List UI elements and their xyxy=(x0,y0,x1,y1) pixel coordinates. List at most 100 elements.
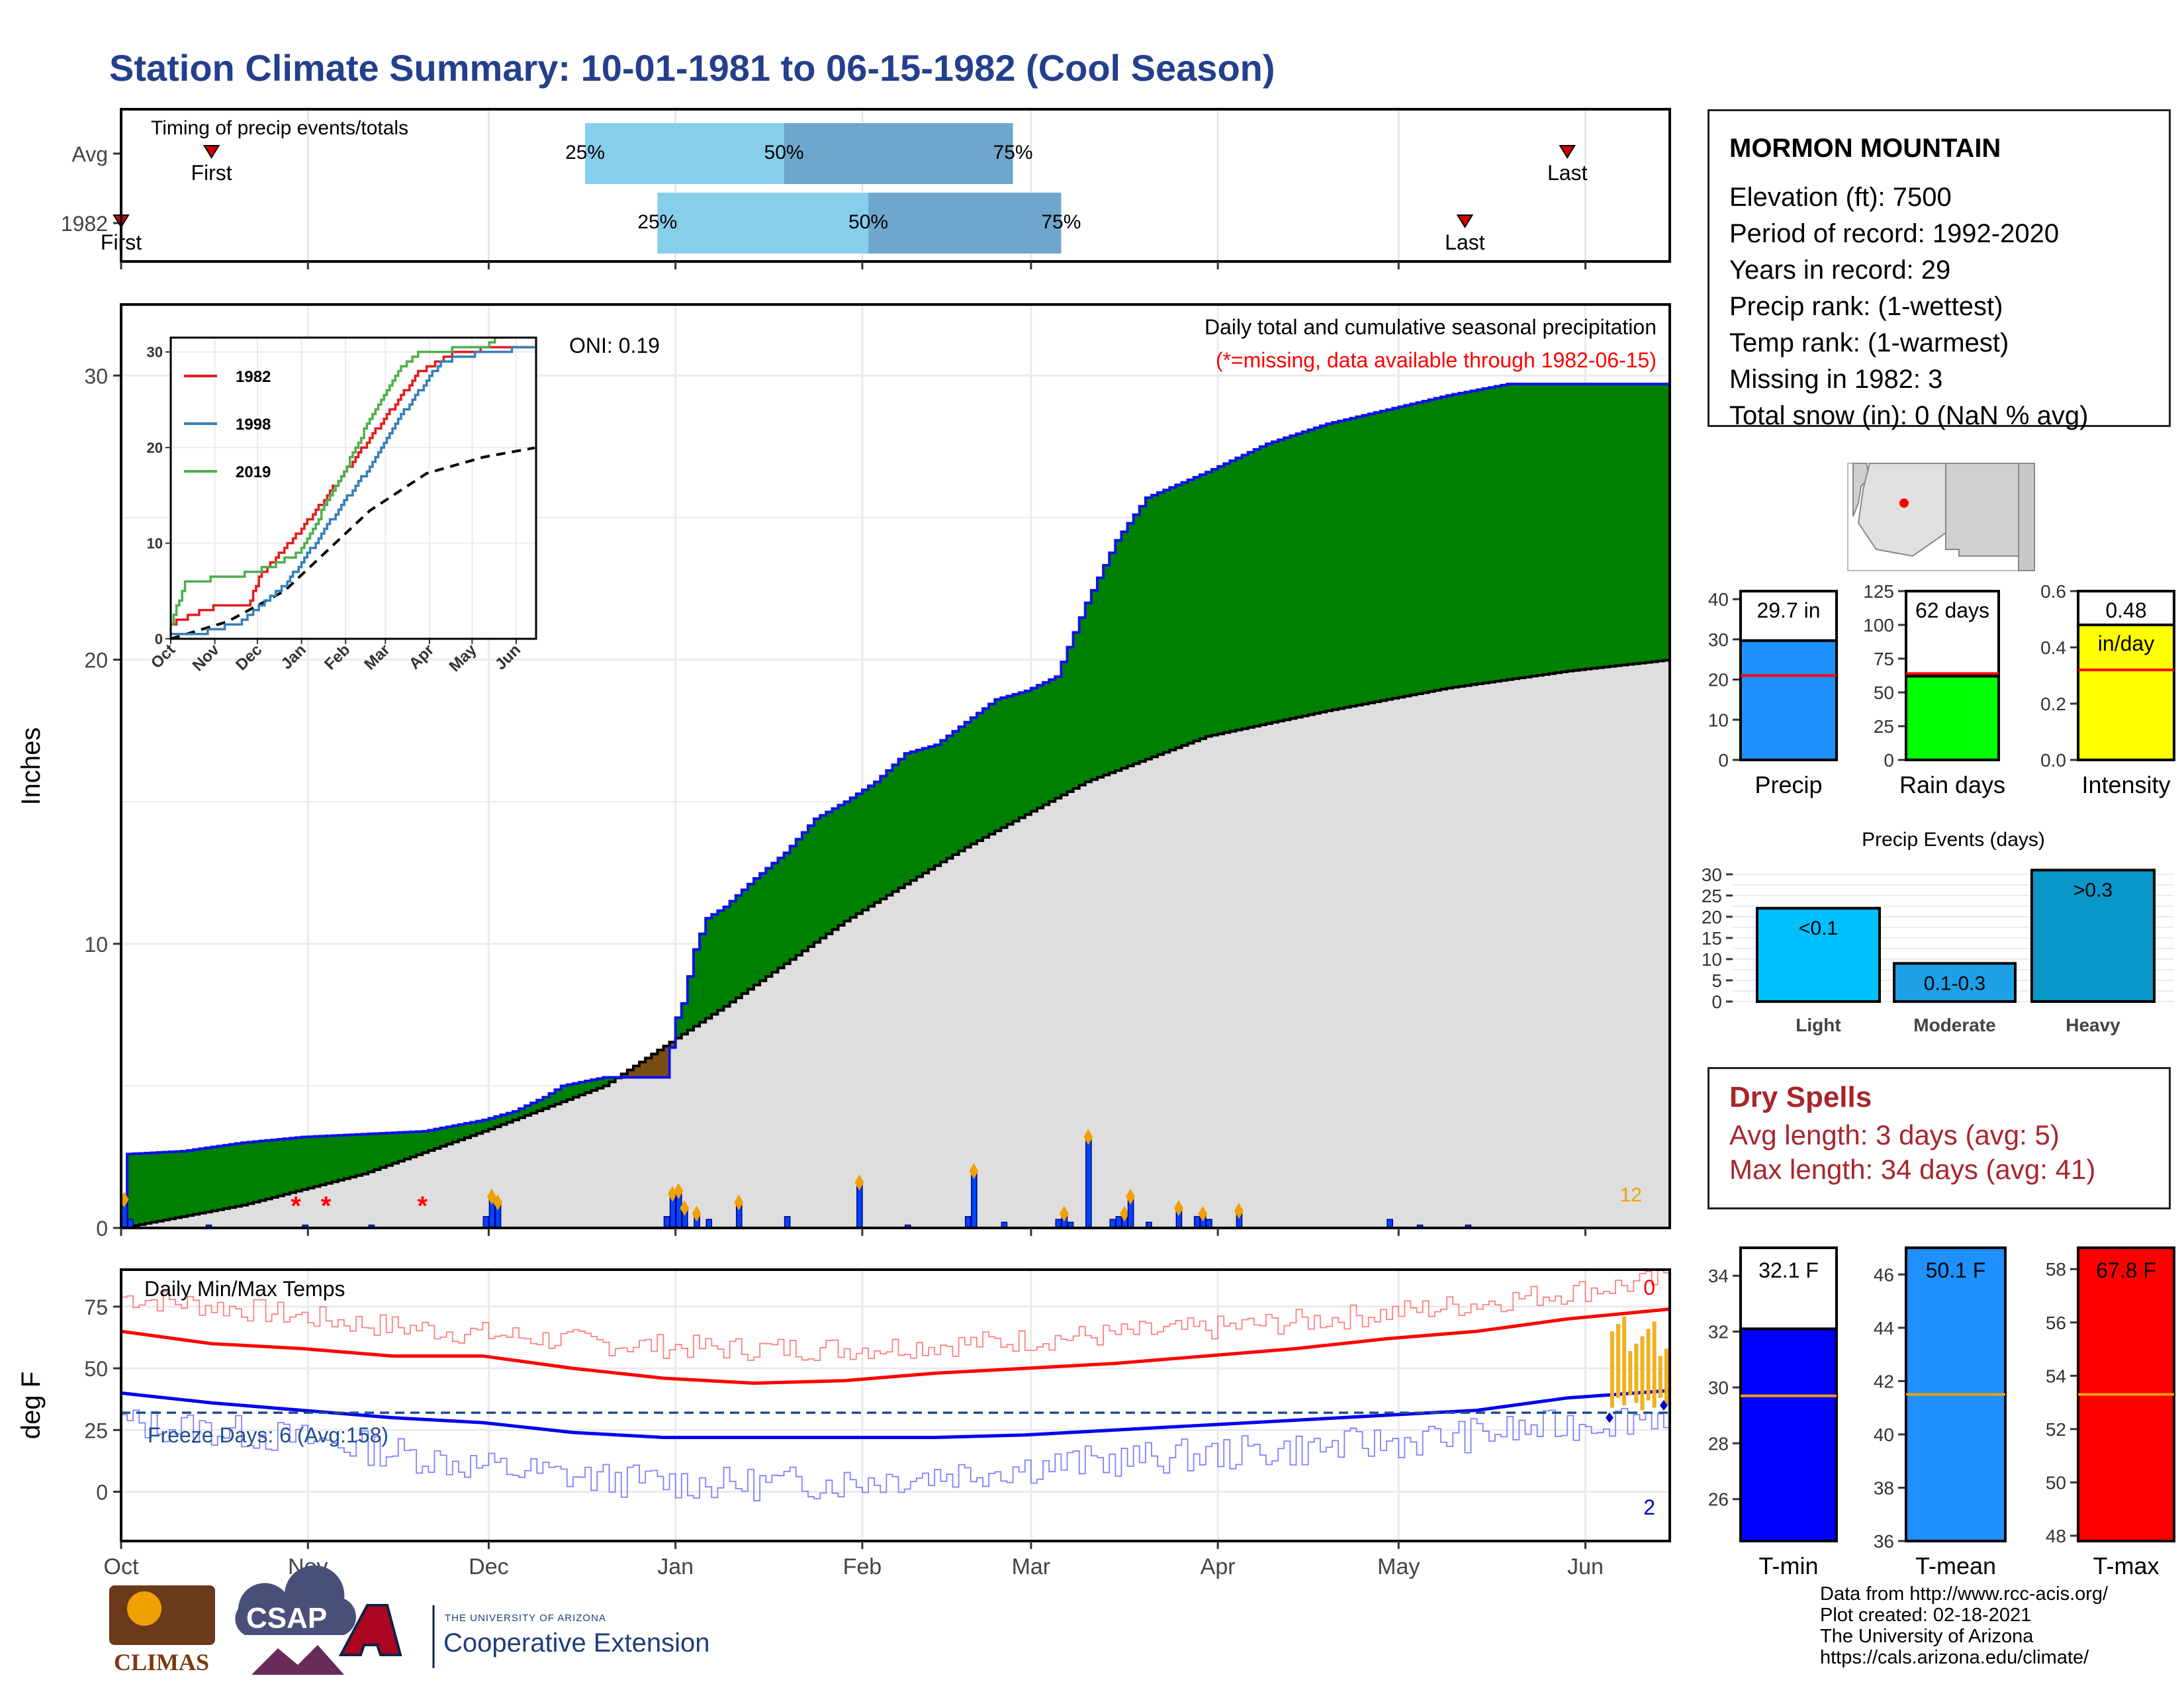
station-info-box: MORMON MOUNTAIN Elevation (ft): 7500 Per… xyxy=(1707,109,2171,430)
missing-marker: * xyxy=(291,1192,301,1221)
timing-marker-label: Last xyxy=(1547,161,1588,185)
events-ytick-label: 10 xyxy=(1702,949,1722,970)
daily-precip-bar xyxy=(1115,1216,1122,1229)
daily-precip-bar xyxy=(1193,1216,1201,1229)
temp-range-bar xyxy=(1652,1321,1657,1408)
daily-precip-marker xyxy=(1234,1203,1244,1219)
timing-marker xyxy=(1456,214,1474,228)
temp-panel: deg F 0 25 50 75 Daily Min/Max Temps Freeze Da… xyxy=(17,261,1671,1579)
events-category-label: Heavy xyxy=(2066,1015,2120,1035)
daily-precip-bar xyxy=(663,1216,670,1229)
timing-pct-label: 25% xyxy=(565,142,605,164)
summary-bar-0: 0 10 20 30 40 29.7 in Precip xyxy=(1708,589,1838,798)
tmax-count: 0 xyxy=(1643,1276,1655,1299)
logos xyxy=(109,1565,435,1675)
summary-bar-top xyxy=(1739,590,1838,642)
daily-precip-marker xyxy=(1083,1129,1093,1145)
map-state-ca xyxy=(1852,463,1871,517)
summary-bar xyxy=(1905,675,2000,762)
credit-line: https://cals.arizona.edu/climate/ xyxy=(1820,1647,2089,1668)
temp-bar-value-label: 67.8 F xyxy=(2096,1258,2156,1282)
summary-value-label: 29.7 in xyxy=(1756,598,1820,622)
events-bar-label: 0.1-0.3 xyxy=(1924,972,1985,994)
info-line: Years in record: 29 xyxy=(1729,256,1951,285)
temp-ytick-label: 25 xyxy=(84,1419,108,1442)
month-label: Mar xyxy=(1012,1554,1051,1579)
daily-precip-marker xyxy=(692,1205,702,1222)
credit-line: Plot created: 02-18-2021 xyxy=(1820,1605,2032,1626)
temp-bar-value-label: 50.1 F xyxy=(1926,1258,1986,1282)
precip-ytick-label: 20 xyxy=(84,649,108,673)
timing-pct-label: 25% xyxy=(637,211,677,233)
month-label: Jun xyxy=(1567,1554,1604,1579)
daily-precip-marker xyxy=(493,1194,503,1211)
timing-row-label: Avg xyxy=(71,142,108,166)
summary-bar xyxy=(2077,624,2175,761)
credit-line: Data from http://www.rcc-acis.org/ xyxy=(1820,1583,2109,1605)
temp-marker xyxy=(1605,1412,1614,1423)
daily-precip-marker xyxy=(674,1183,684,1199)
inset-series-line xyxy=(171,338,505,626)
timing-marker-label: Last xyxy=(1445,230,1485,254)
summary-ytick-label: 40 xyxy=(1708,589,1729,610)
temp-bar-2: 48 50 52 54 56 58 67.8 F T-max xyxy=(2046,1246,2175,1579)
temp-bar-ytick-label: 52 xyxy=(2046,1419,2066,1440)
inset-ytick-label: 30 xyxy=(147,344,163,361)
temp-bar-ytick-label: 56 xyxy=(2046,1313,2066,1333)
page-title: Station Climate Summary: 10-01-1981 to 0… xyxy=(109,47,1275,89)
dry-spells-max: Max length: 34 days (avg: 41) xyxy=(1729,1154,2096,1185)
events-ytick-label: 0 xyxy=(1711,992,1722,1012)
inset-avg-line xyxy=(171,446,535,639)
info-line: Period of record: 1992-2020 xyxy=(1729,219,2060,248)
daily-precip-marker xyxy=(1173,1199,1183,1216)
csap-mountain-icon xyxy=(251,1645,344,1675)
temp-bar-ytick-label: 44 xyxy=(1874,1318,1894,1338)
daily-precip-bar xyxy=(1085,1136,1092,1229)
summary-bar xyxy=(1739,639,1838,762)
climas-logo-text: CLIMAS xyxy=(114,1649,210,1675)
timing-frame xyxy=(120,108,1671,263)
temp-bar-0: 26 28 30 32 34 32.1 F T-min xyxy=(1708,1246,1838,1579)
tmax-smooth-line xyxy=(120,1307,1670,1385)
map-state-az xyxy=(1857,463,1946,557)
temp-ylabel: deg F xyxy=(17,1372,46,1439)
summary-ytick-label: 100 xyxy=(1863,615,1894,635)
summary-bar-top xyxy=(1905,590,2000,678)
freeze-days-label: Freeze Days: 6 (Avg:158) xyxy=(148,1423,388,1447)
summary-ytick-label: 0 xyxy=(1718,750,1729,771)
precip-caption: Daily total and cumulative seasonal prec… xyxy=(1205,315,1657,339)
summary-ytick-label: 20 xyxy=(1708,670,1729,690)
temp-ytick-label: 0 xyxy=(96,1480,108,1504)
state-map xyxy=(1847,463,2035,571)
tmin-count: 2 xyxy=(1643,1495,1655,1519)
inset-legend-label: 1982 xyxy=(236,368,271,386)
credits: Data from http://www.rcc-acis.org/ Plot … xyxy=(1820,1583,2108,1668)
timing-bar-50-75 xyxy=(868,193,1062,254)
summary-bar-name: Precip xyxy=(1754,771,1822,798)
precip-frame xyxy=(120,303,1671,1229)
summary-bar-2: 0.0 0.2 0.4 0.6 0.48 in/day Intensity xyxy=(2040,581,2175,798)
timing-panel: Timing of precip events/totals Avg 25% 50% 7… xyxy=(61,108,1671,263)
timing-marker xyxy=(1559,145,1576,159)
events-ytick-label: 25 xyxy=(1702,886,1722,906)
timing-marker xyxy=(203,145,220,159)
daily-precip-marker xyxy=(854,1174,864,1191)
month-label: May xyxy=(1377,1554,1420,1579)
inset-ytick-label: 0 xyxy=(155,631,163,647)
temp-bar-ytick-label: 50 xyxy=(2046,1472,2066,1493)
missing-marker: * xyxy=(321,1192,332,1221)
events-ytick-label: 30 xyxy=(1702,865,1722,885)
precip-ylabel: Inches xyxy=(17,727,46,806)
climas-sun-icon xyxy=(127,1591,161,1626)
precip-corner-count: 12 xyxy=(1620,1184,1642,1206)
summary-value-label: 0.48 xyxy=(2105,598,2146,622)
summary-value-unit: in/day xyxy=(2098,632,2154,655)
timing-row-label: 1982 xyxy=(61,212,108,236)
events-bar-label: <0.1 xyxy=(1799,917,1838,939)
missing-marker: * xyxy=(417,1192,428,1221)
temp-bar-1: 36 38 40 42 44 46 50.1 F T-mean xyxy=(1874,1246,2007,1579)
station-location-dot xyxy=(1899,498,1909,508)
